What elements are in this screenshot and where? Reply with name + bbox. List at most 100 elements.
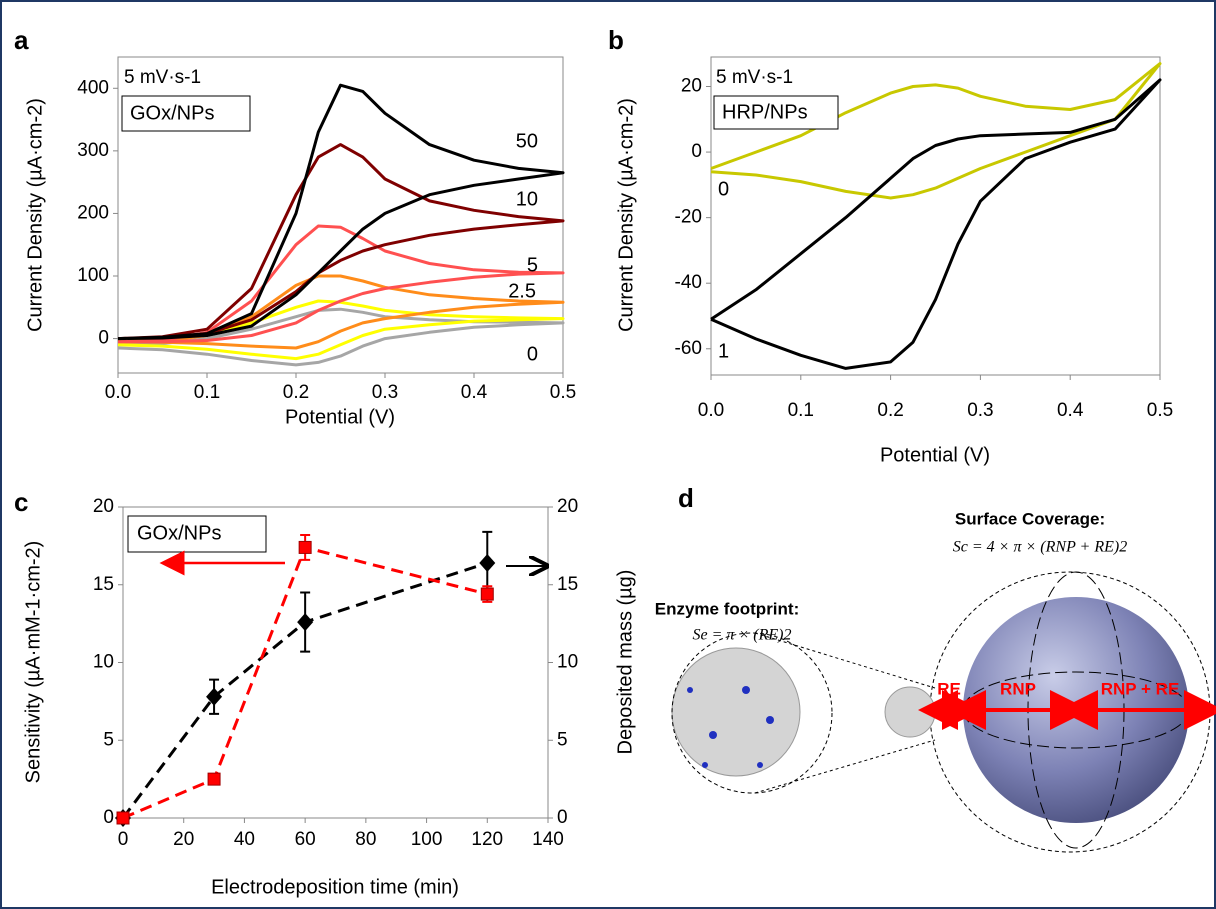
series-label: 0 [718, 178, 729, 200]
marker [298, 540, 312, 554]
surface-title: Surface Coverage: [955, 509, 1105, 528]
enzyme-residues [687, 686, 774, 768]
y-tick-label: 400 [77, 77, 109, 98]
x-tick-label: 0.3 [967, 400, 993, 421]
series-line [710, 78, 1162, 370]
footprint-circle [671, 632, 833, 794]
enzyme [671, 647, 801, 777]
zoom-line [754, 739, 936, 794]
annotation: GOx/NPs [130, 102, 214, 124]
series-label: 50 [516, 130, 538, 152]
y-tick-label: 0 [98, 328, 109, 349]
panel-label: c [14, 487, 28, 517]
y-tick-label: 5 [103, 729, 114, 750]
series-label: 5 [527, 254, 538, 276]
x-tick-label: 0.0 [105, 382, 131, 403]
x-tick-label: 0.2 [877, 400, 903, 421]
x-tick-label: 40 [234, 829, 255, 850]
marker [206, 687, 223, 706]
x-tick-label: 0.2 [283, 382, 309, 403]
y2-tick-label: 20 [557, 496, 578, 517]
x-tick-label: 0.1 [788, 400, 814, 421]
x-tick-label: 20 [173, 829, 194, 850]
y2-axis-label: Deposited mass (µg) [614, 570, 636, 755]
radius-label: RNP + RE [1101, 679, 1180, 698]
plot-frame [710, 56, 1161, 376]
series-label: 0 [527, 343, 538, 365]
x-tick-label: 0.3 [372, 382, 398, 403]
y-axis-label: Current Density (µA·cm-2) [24, 98, 46, 332]
annotation-box [127, 515, 267, 553]
x-tick-label: 140 [532, 829, 564, 850]
annotation-box [121, 95, 251, 132]
x-tick-label: 0.5 [1147, 400, 1173, 421]
series-label: 10 [516, 188, 538, 210]
x-tick-label: 120 [471, 829, 503, 850]
x-axis-label: Potential (V) [880, 444, 990, 466]
y-tick-label: 100 [77, 265, 109, 286]
plot-frame [117, 56, 564, 374]
y2-tick-label: 0 [557, 807, 568, 828]
annotation: HRP/NPs [722, 101, 808, 123]
panel-label: a [14, 25, 29, 55]
y-tick-label: 10 [93, 652, 114, 673]
x-tick-label: 0.4 [1057, 400, 1084, 421]
marker [207, 772, 221, 786]
series-line [122, 545, 488, 820]
y-tick-label: 200 [77, 202, 109, 223]
y2-tick-label: 15 [557, 574, 578, 595]
series-label: 2.5 [508, 280, 536, 302]
surface-formula: Sc = 4 × π × (RNP + RE)2 [953, 539, 1127, 556]
series-label: 1 [718, 340, 729, 362]
x-axis-label: Potential (V) [285, 406, 395, 428]
y2-tick-label: 5 [557, 729, 568, 750]
series-line [117, 299, 565, 361]
x-tick-label: 0.5 [550, 382, 576, 403]
y-axis-label: Sensitivity (µA·mM-1·cm-2) [22, 541, 44, 784]
panel-label: b [608, 25, 624, 55]
x-tick-label: 0.1 [194, 382, 220, 403]
y-tick-label: 20 [681, 76, 702, 97]
x-tick-label: 80 [355, 829, 376, 850]
marker [116, 811, 130, 825]
annotation: 5 mV·s-1 [124, 67, 201, 88]
series-line [117, 224, 565, 344]
series-line [117, 83, 565, 341]
marker [479, 553, 496, 572]
series-line [117, 274, 565, 350]
annotation: 5 mV·s-1 [716, 67, 793, 88]
y-tick-label: -20 [675, 207, 702, 228]
radius-label: RNP [1000, 679, 1036, 698]
annotation: GOx/NPs [137, 522, 221, 544]
y-axis-label: Current Density (µA·cm-2) [615, 98, 637, 332]
footprint-title: Enzyme footprint: [655, 599, 800, 618]
y2-tick-label: 10 [557, 652, 578, 673]
series-line [710, 62, 1162, 200]
series-line [117, 143, 565, 341]
y-tick-label: -40 [675, 272, 702, 293]
radius-label: RE [937, 679, 961, 698]
series-line [121, 561, 488, 819]
x-tick-label: 0 [118, 829, 129, 850]
series-line [117, 307, 565, 367]
x-axis-label: Electrodeposition time (min) [211, 876, 459, 898]
plot-frame [122, 506, 549, 819]
x-tick-label: 0.4 [461, 382, 488, 403]
y-tick-label: 300 [77, 140, 109, 161]
x-tick-label: 100 [411, 829, 443, 850]
annotation-box [713, 95, 839, 130]
marker [480, 587, 494, 601]
enzyme-small [884, 686, 936, 738]
y-tick-label: 0 [691, 141, 702, 162]
marker [297, 613, 314, 632]
footprint-formula: Se = π × (RE)2 [693, 627, 792, 644]
x-tick-label: 60 [295, 829, 316, 850]
zoom-line [754, 632, 936, 689]
y-tick-label: 0 [103, 807, 114, 828]
panel-label: d [678, 483, 694, 513]
y-tick-label: -60 [675, 338, 702, 359]
x-tick-label: 0.0 [698, 400, 724, 421]
